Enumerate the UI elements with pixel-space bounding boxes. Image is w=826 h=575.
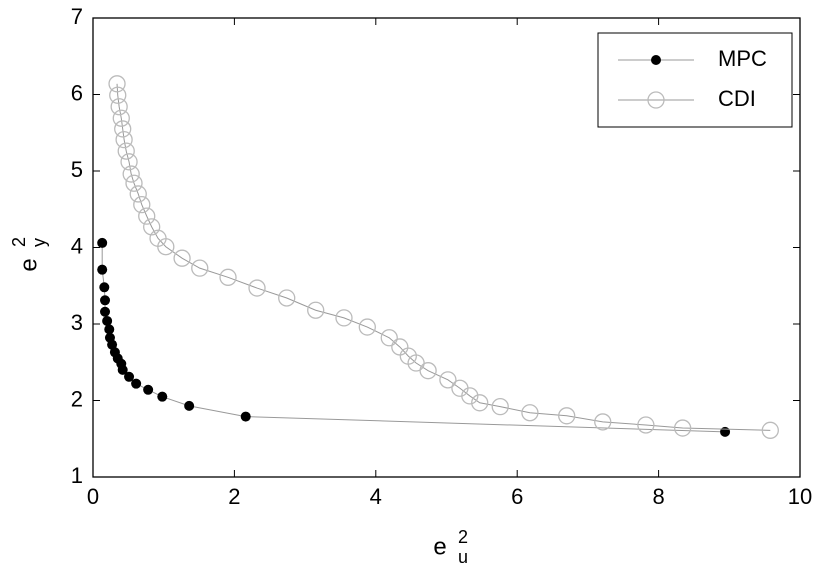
point <box>637 416 655 434</box>
point <box>143 218 161 236</box>
point <box>124 371 135 382</box>
x-tick-label: 6 <box>511 484 523 509</box>
y-tick-label: 1 <box>71 463 83 488</box>
point <box>110 98 128 116</box>
point <box>117 142 135 160</box>
point <box>558 407 576 425</box>
x-tick-label: 2 <box>228 484 240 509</box>
point <box>99 282 110 293</box>
axis-label: e 2 y <box>9 237 49 272</box>
point <box>307 301 325 319</box>
y-tick-label: 5 <box>71 157 83 182</box>
point <box>439 371 457 389</box>
point <box>471 394 489 412</box>
point <box>100 306 111 317</box>
x-tick-label: 8 <box>652 484 664 509</box>
y-tick-label: 6 <box>71 80 83 105</box>
point <box>248 279 266 297</box>
y-tick-label: 3 <box>71 310 83 335</box>
legend-label: MPC <box>718 46 767 71</box>
legend-box <box>597 32 793 128</box>
axis-label-sub: y <box>29 238 49 247</box>
point <box>191 259 209 277</box>
point <box>278 289 296 307</box>
point <box>131 378 142 389</box>
series-line <box>101 242 726 433</box>
point <box>120 153 138 171</box>
point <box>335 309 353 327</box>
axis-label-base: e <box>15 258 42 271</box>
point <box>157 391 168 402</box>
point <box>720 426 731 437</box>
legend-marker <box>651 55 661 65</box>
point <box>240 411 251 422</box>
axis-label-sup: 2 <box>9 237 29 247</box>
point <box>102 315 113 326</box>
x-tick-label: 4 <box>370 484 382 509</box>
point <box>112 109 130 127</box>
point <box>173 249 191 267</box>
point <box>97 264 108 275</box>
x-tick-label: 0 <box>87 484 99 509</box>
point <box>109 86 127 104</box>
point <box>419 362 437 380</box>
point <box>107 339 118 350</box>
point <box>114 120 132 138</box>
legend-label: CDI <box>718 86 756 111</box>
point <box>108 75 126 93</box>
point <box>122 165 140 183</box>
series-line <box>116 83 771 431</box>
point <box>594 413 612 431</box>
point <box>358 318 376 336</box>
point <box>219 268 237 286</box>
point <box>521 404 539 422</box>
x-tick-label: 10 <box>788 484 812 509</box>
point <box>97 237 108 248</box>
point <box>125 174 143 192</box>
point <box>117 364 128 375</box>
point <box>184 400 195 411</box>
point <box>104 324 115 335</box>
point <box>143 384 154 395</box>
point <box>380 329 398 347</box>
axis-label-sub: u <box>458 547 468 567</box>
point <box>115 130 133 149</box>
point <box>100 295 111 306</box>
y-tick-label: 4 <box>71 233 83 258</box>
y-tick-label: 2 <box>71 386 83 411</box>
point <box>157 238 175 256</box>
y-tick-label: 7 <box>71 4 83 29</box>
point <box>129 185 147 203</box>
axis-label: e 2u <box>433 527 468 567</box>
point <box>138 207 156 225</box>
axis-label-base: e <box>433 533 446 560</box>
point <box>761 421 779 439</box>
legend-marker <box>647 91 665 109</box>
point <box>491 397 509 416</box>
point <box>461 387 479 405</box>
point <box>673 419 692 437</box>
axis-label-sup: 2 <box>458 527 468 547</box>
point <box>133 196 151 214</box>
